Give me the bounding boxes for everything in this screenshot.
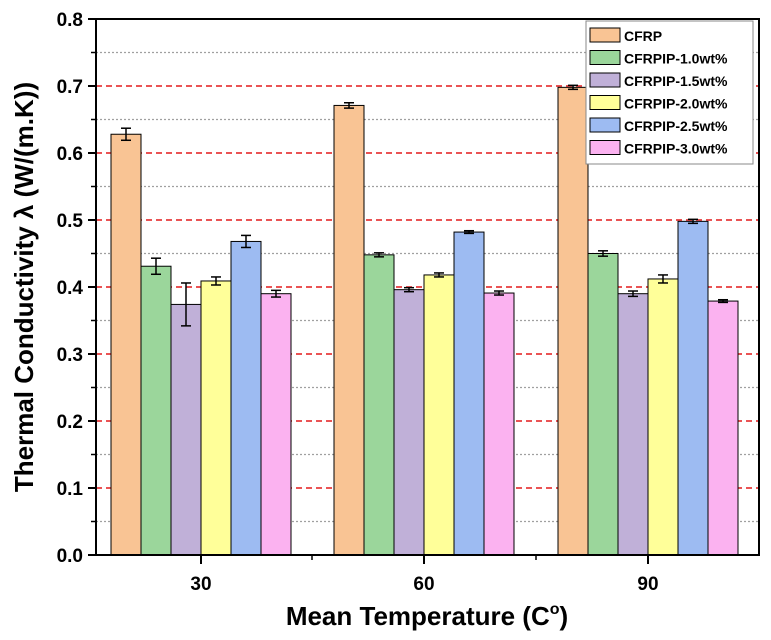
x-axis-title-sup: o xyxy=(550,601,560,618)
x-axis-title-main: Mean Temperature (C xyxy=(286,601,550,631)
bar-cfrpip-3-0wt--30 xyxy=(260,293,292,556)
error-bar xyxy=(718,298,728,304)
legend-label: CFRPIP-1.0wt% xyxy=(624,51,728,67)
bars xyxy=(110,84,739,556)
bar-cfrpip-2-5wt--30 xyxy=(230,240,262,556)
y-axis-title: Thermal Conductivity λ (W/(m.K)) xyxy=(9,82,39,492)
y-tick-label: 0.4 xyxy=(57,278,84,299)
legend-swatch xyxy=(589,72,621,88)
error-bar xyxy=(344,102,354,109)
error-bar xyxy=(598,250,608,257)
bar-cfrpip-2-0wt--60 xyxy=(423,274,455,556)
y-tick-label: 0.5 xyxy=(57,211,84,232)
error-bar xyxy=(494,290,504,296)
y-tick-label: 0.8 xyxy=(57,10,83,31)
error-bar xyxy=(464,229,474,235)
error-bar xyxy=(271,289,281,298)
legend-label: CFRP xyxy=(624,28,662,44)
legend-swatch xyxy=(589,27,621,43)
bar-cfrpip-3-0wt--60 xyxy=(483,292,515,556)
y-tick-label: 0.0 xyxy=(57,546,83,567)
x-tick-label: 30 xyxy=(190,574,211,595)
x-tick-label: 60 xyxy=(413,574,434,595)
x-tick-label: 90 xyxy=(637,574,658,595)
bar-cfrp-30 xyxy=(110,133,142,556)
x-axis-title: Mean Temperature (Co) xyxy=(286,601,568,631)
ticks: 0.0 0.1 0.2 0.3 0.4 0.5 0.6 0.7 0.8 30 60 90 xyxy=(57,10,659,595)
bar-cfrpip-1-5wt--60 xyxy=(393,289,425,556)
legend-swatch xyxy=(589,95,621,110)
error-bar xyxy=(628,290,638,298)
legend-label: CFRPIP-3.0wt% xyxy=(624,141,728,157)
bar-cfrp-90 xyxy=(557,86,589,556)
bar-cfrpip-1-0wt--60 xyxy=(363,254,395,556)
bar-cfrpip-1-0wt--30 xyxy=(140,265,172,556)
legend-label: CFRPIP-2.5wt% xyxy=(624,118,728,134)
bar-cfrpip-1-5wt--90 xyxy=(617,293,649,556)
error-bar xyxy=(434,272,444,278)
bar-cfrpip-1-0wt--90 xyxy=(587,253,619,556)
x-axis-title-close: ) xyxy=(560,601,569,631)
legend-swatch xyxy=(589,140,621,155)
legend-label: CFRPIP-2.0wt% xyxy=(624,96,728,112)
bar-cfrpip-2-5wt--90 xyxy=(677,220,709,556)
error-bar xyxy=(404,286,414,293)
bar-cfrp-60 xyxy=(333,104,365,556)
bar-cfrpip-2-0wt--90 xyxy=(647,278,679,556)
legend-label: CFRPIP-1.5wt% xyxy=(624,73,728,89)
bar-cfrpip-3-0wt--90 xyxy=(707,300,739,556)
legend-swatch xyxy=(589,117,621,133)
y-tick-label: 0.7 xyxy=(57,77,83,98)
legend-swatch xyxy=(589,50,621,65)
error-bar xyxy=(688,218,698,225)
error-bar xyxy=(241,234,251,249)
error-bar xyxy=(121,127,131,142)
y-tick-label: 0.6 xyxy=(57,144,83,165)
error-bar xyxy=(374,252,384,258)
error-bar xyxy=(211,276,221,286)
error-bar xyxy=(181,282,191,327)
bar-cfrpip-1-5wt--30 xyxy=(170,303,202,556)
bar-cfrpip-2-5wt--60 xyxy=(453,231,485,556)
y-tick-label: 0.1 xyxy=(57,479,84,500)
error-bar xyxy=(568,84,578,91)
y-tick-label: 0.3 xyxy=(57,345,83,366)
legend: CFRP CFRPIP-1.0wt% CFRPIP-1.5wt% CFRPIP-2.0… xyxy=(585,20,754,165)
bar-cfrpip-2-0wt--30 xyxy=(200,280,232,556)
y-tick-label: 0.2 xyxy=(57,412,83,433)
error-bar xyxy=(151,257,161,276)
error-bar xyxy=(658,274,668,284)
